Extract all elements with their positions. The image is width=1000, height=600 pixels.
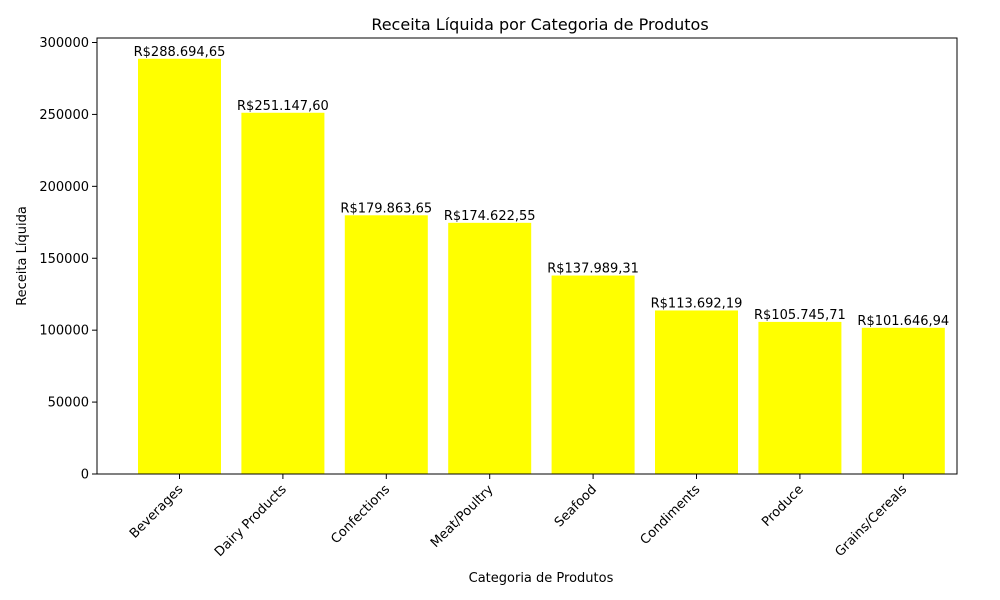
x-tick-label: Confections xyxy=(328,482,393,547)
y-tick-label: 50000 xyxy=(48,396,89,411)
bar xyxy=(241,112,325,475)
bars-group: R$288.694,65 R$251.147,60 R$179.863,65 R$17… xyxy=(134,45,949,475)
bar-data-label: R$251.147,60 xyxy=(237,99,329,114)
bar xyxy=(344,215,428,475)
x-tick-label: Condiments xyxy=(638,482,704,548)
x-ticks-group: Beverages Dairy Products Confections Meat/P… xyxy=(127,474,910,560)
bar-data-label: R$179.863,65 xyxy=(340,201,432,216)
bar-data-label: R$174.622,55 xyxy=(444,209,536,224)
y-axis-label: Receita Líquida xyxy=(15,206,30,306)
y-tick-label: 100000 xyxy=(39,324,89,339)
plot-frame xyxy=(96,37,958,475)
x-tick-label: Produce xyxy=(759,482,807,530)
bar xyxy=(138,58,221,474)
y-tick-label: 250000 xyxy=(39,108,89,123)
bar xyxy=(758,321,842,474)
y-tick-label: 150000 xyxy=(39,252,89,267)
bar-data-label: R$101.646,94 xyxy=(857,314,949,329)
x-tick-label: Dairy Products xyxy=(212,482,290,560)
bar-data-label: R$113.692,19 xyxy=(651,296,743,311)
x-tick-label: Beverages xyxy=(127,482,187,542)
y-tick-label: 200000 xyxy=(39,180,89,195)
bar-data-label: R$137.989,31 xyxy=(547,262,639,277)
x-tick-label: Meat/Poultry xyxy=(428,482,497,551)
x-tick-label: Seafood xyxy=(552,482,600,530)
chart-title: Receita Líquida por Categoria de Produto… xyxy=(371,15,708,34)
bar-data-label: R$288.694,65 xyxy=(134,45,226,60)
bar xyxy=(551,275,635,474)
y-tick-label: 300000 xyxy=(39,36,89,51)
y-tick-label: 0 xyxy=(81,468,89,483)
bar-data-label: R$105.745,71 xyxy=(754,308,846,323)
y-ticks-group: 0 50000 100000 150000 200000 250000 300000 xyxy=(39,36,97,483)
bar xyxy=(655,310,738,474)
bar xyxy=(448,222,532,474)
x-axis-label: Categoria de Produtos xyxy=(469,571,614,586)
bar xyxy=(861,327,945,474)
x-tick-label: Grains/Cereals xyxy=(832,482,910,560)
